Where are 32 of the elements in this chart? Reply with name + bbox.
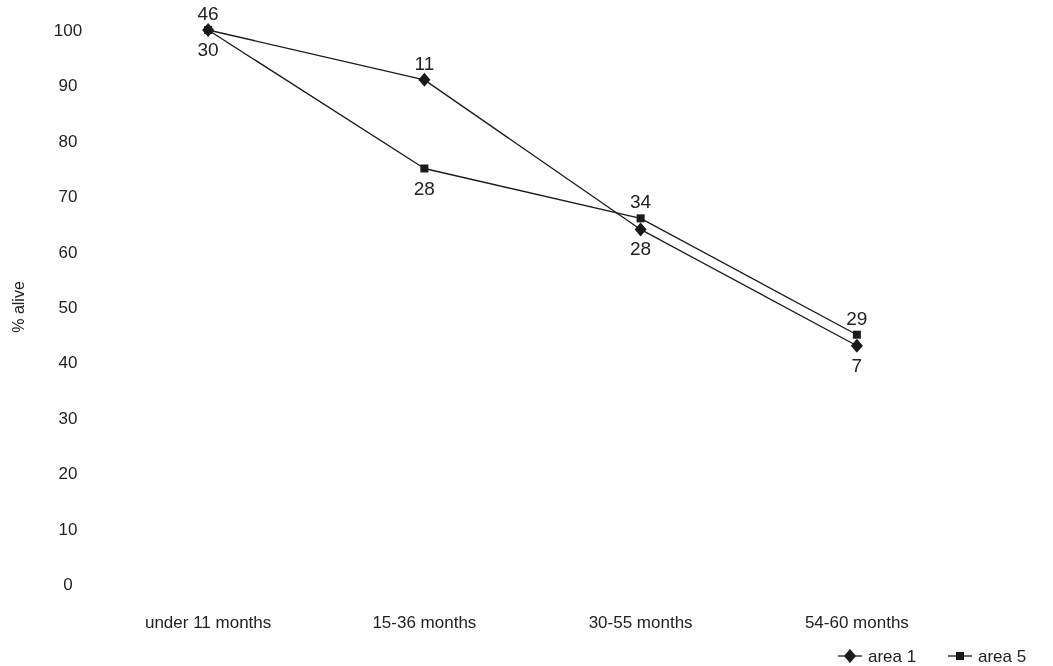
y-tick-label: 50	[58, 297, 78, 317]
point	[636, 214, 645, 223]
legend-label: area 1	[868, 647, 917, 666]
x-tick-label: 15-36 months	[372, 613, 477, 632]
annotation: 30	[197, 39, 219, 60]
y-tick-label: 80	[58, 131, 78, 151]
point	[850, 338, 863, 353]
x-tick-label: 30-55 months	[588, 613, 693, 632]
y-tick-label: 30	[58, 408, 78, 428]
annotation: 34	[630, 191, 652, 213]
point	[420, 164, 429, 173]
annotation: 11	[414, 52, 435, 74]
point	[852, 330, 861, 339]
x-tick-label: under 11 months	[144, 613, 272, 632]
point	[634, 222, 647, 237]
y-tick-label: 70	[58, 187, 78, 207]
y-tick-label: 10	[58, 519, 78, 539]
legend-label: area 5	[978, 647, 1027, 666]
annotation: 46	[197, 3, 219, 24]
annotation: 29	[846, 307, 868, 329]
x-tick-label: 54-60 months	[804, 613, 909, 632]
y-tick-label: 60	[58, 242, 78, 262]
y-axis-title: % alive	[10, 281, 27, 333]
point	[418, 72, 431, 87]
y-tick-label: 40	[58, 353, 78, 373]
y-tick-label: 100	[53, 20, 83, 40]
y-tick-label: 90	[58, 76, 78, 96]
annotation: 28	[413, 177, 435, 199]
y-tick-label: 0	[63, 574, 73, 594]
annotation: 7	[851, 354, 863, 376]
y-tick-label: 20	[58, 464, 78, 484]
annotation: 28	[630, 238, 652, 260]
